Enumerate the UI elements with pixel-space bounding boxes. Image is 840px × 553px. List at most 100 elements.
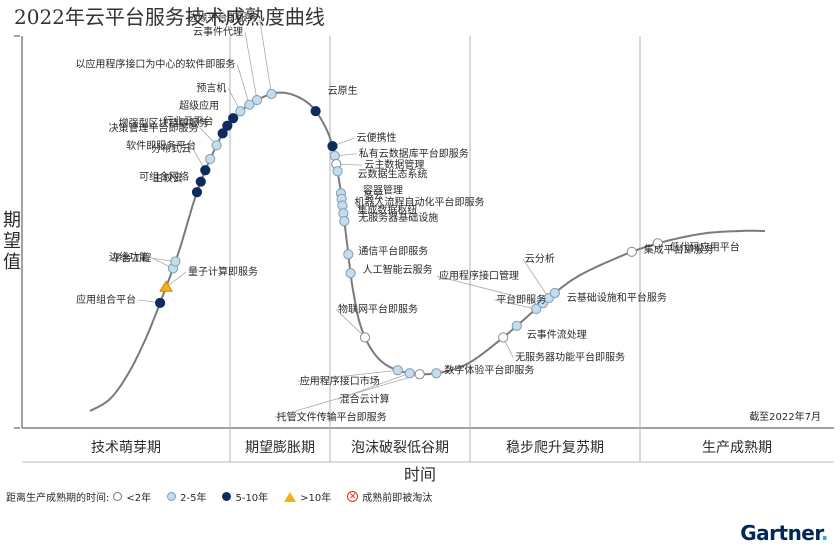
label-leader <box>494 299 537 310</box>
hype-point-label: 集成平台即服务 <box>644 243 714 256</box>
legend-item-gt10: >10年 <box>284 489 331 504</box>
hype-point-label: 低代码应用平台 <box>670 240 740 253</box>
hype-point-label: 平台即服务 <box>496 293 546 306</box>
hype-point-label: 私有云数据库平台即服务 <box>359 147 469 160</box>
label-leader <box>335 309 366 338</box>
plot-frame <box>14 35 834 463</box>
hype-point-label: 托管文件传输平台即服务 <box>277 410 387 423</box>
brand-dot: . <box>820 521 829 545</box>
hype-point-label: 集成数据枢纽 <box>357 203 417 216</box>
legend-label-2to5: 2-5年 <box>180 493 207 504</box>
legend-item-obsolete: ✕ 成熟前即被淘汰 <box>347 489 432 504</box>
label-leader <box>237 64 250 105</box>
hype-point <box>359 332 371 343</box>
hype-point <box>251 94 263 106</box>
legend-marker-white-icon <box>113 492 123 501</box>
hype-point-label: 以应用程序接口为中心的软件即服务 <box>75 58 235 71</box>
legend-label-obsolete: 成熟前即被淘汰 <box>362 493 433 504</box>
hype-point <box>498 332 509 343</box>
hype-point-label: 云原生 <box>328 84 358 97</box>
hype-point-label: 主权云 <box>153 172 183 185</box>
hype-point <box>531 303 542 315</box>
hype-point <box>652 238 663 249</box>
legend-marker-triangle-icon <box>284 491 297 502</box>
legend-label-5to10: 5-10年 <box>235 493 269 504</box>
hype-point-label: 云数据生态系统 <box>358 167 428 180</box>
hype-point-label: 无服务器功能平台即服务 <box>515 350 625 363</box>
page-title: 2022年云平台服务技术成熟度曲线 <box>14 5 325 29</box>
legend-label-lt2: <2年 <box>126 493 152 504</box>
y-axis-label-char: 值 <box>3 252 21 273</box>
phase-layer: 技术萌芽期 期望膨胀期 泡沫破裂低谷期 稳步爬升复苏期 生产成熟期 <box>91 439 772 456</box>
hype-point <box>266 88 277 100</box>
hype-point <box>211 140 222 151</box>
label-leader <box>259 17 272 95</box>
label-leader <box>244 31 258 101</box>
hype-point-label: 云基础设施和平台服务 <box>567 291 667 304</box>
hype-point <box>205 153 216 165</box>
phase-label: 期望膨胀期 <box>245 439 315 456</box>
hype-point-label: 预言机 <box>196 81 226 94</box>
legend-item-lt2: <2年 <box>113 489 151 504</box>
hype-point-label: 边缘平台即服务 <box>187 11 257 24</box>
hype-point-label: 物联网平台即服务 <box>338 302 418 315</box>
hype-point-label: 混合云计算 <box>340 392 390 405</box>
legend-marker-navy-icon <box>222 492 232 501</box>
hype-point <box>549 287 560 299</box>
y-axis-label-char: 望 <box>3 231 21 252</box>
hype-point <box>511 320 522 331</box>
x-axis-label: 时间 <box>404 465 436 484</box>
hype-point-label: 应用组合平台 <box>76 293 136 306</box>
hype-point <box>626 246 637 257</box>
phase-label: 泡沫破裂低谷期 <box>351 440 449 456</box>
brand-name: Gartner <box>740 521 821 545</box>
legend-label-gt10: >10年 <box>300 493 332 504</box>
hype-point <box>345 268 356 279</box>
hype-point-label: 应用程序接口市场 <box>300 374 380 387</box>
hype-point <box>431 368 442 379</box>
hype-point <box>155 297 166 309</box>
hype-point-label: 多云 <box>364 189 384 202</box>
label-leader <box>522 258 550 299</box>
hype-point-label: 量子计算即服务 <box>188 265 258 278</box>
hype-point <box>310 105 321 117</box>
label-leader <box>436 275 544 304</box>
hype-point-label: 通信平台即服务 <box>358 244 428 257</box>
hype-point <box>327 141 338 152</box>
hype-point-label: 无服务器基础设施 <box>358 211 438 224</box>
legend-marker-x-icon: ✕ <box>347 491 359 502</box>
hype-point-label: 云事件流处理 <box>527 328 587 341</box>
hype-point <box>414 369 425 380</box>
hype-point <box>228 113 239 124</box>
y-axis-label-char: 期 <box>3 210 21 231</box>
hype-point-label: 行业云平台 <box>163 115 213 128</box>
legend-item-2to5: 2-5年 <box>167 489 206 504</box>
hype-point-label: 超级应用 <box>179 99 219 112</box>
legend-marker-lightblue-icon <box>167 492 177 501</box>
hype-point-label: 应用程序接口管理 <box>439 269 519 282</box>
hype-point-triangle <box>159 280 173 292</box>
legend: 距离生产成熟期的时间: <2年 2-5年 5-10年 >10年 ✕ 成熟前即被淘… <box>6 489 448 504</box>
hype-point-label: 决策管理平台即服务 <box>109 121 199 134</box>
hype-point-label: 可组合网络 <box>139 170 189 183</box>
hype-point <box>170 256 181 267</box>
hype-point <box>200 165 211 176</box>
hype-point <box>222 120 233 131</box>
label-leader <box>297 369 398 382</box>
hype-point-label: 云分析 <box>525 252 555 265</box>
hype-point-label: 容器管理 <box>363 183 403 196</box>
hype-point <box>332 166 343 177</box>
hype-point-label: 边缘功能 <box>109 250 149 263</box>
hype-point-label: 增强型区块链即服务 <box>119 116 209 129</box>
hype-point <box>195 176 206 187</box>
hype-point <box>329 150 340 161</box>
hype-point-label: 软件即服务平台 <box>126 139 196 152</box>
hype-point-label: 云事件代理 <box>193 25 243 38</box>
hype-point-label: 机器人流程自动化平台即服务 <box>354 196 484 209</box>
hype-point <box>404 368 415 379</box>
hype-point-label: 分布式云 <box>151 142 191 155</box>
hype-point-label: 云主数据管理 <box>364 158 424 171</box>
hype-point-label: 人工智能云服务 <box>363 263 433 276</box>
